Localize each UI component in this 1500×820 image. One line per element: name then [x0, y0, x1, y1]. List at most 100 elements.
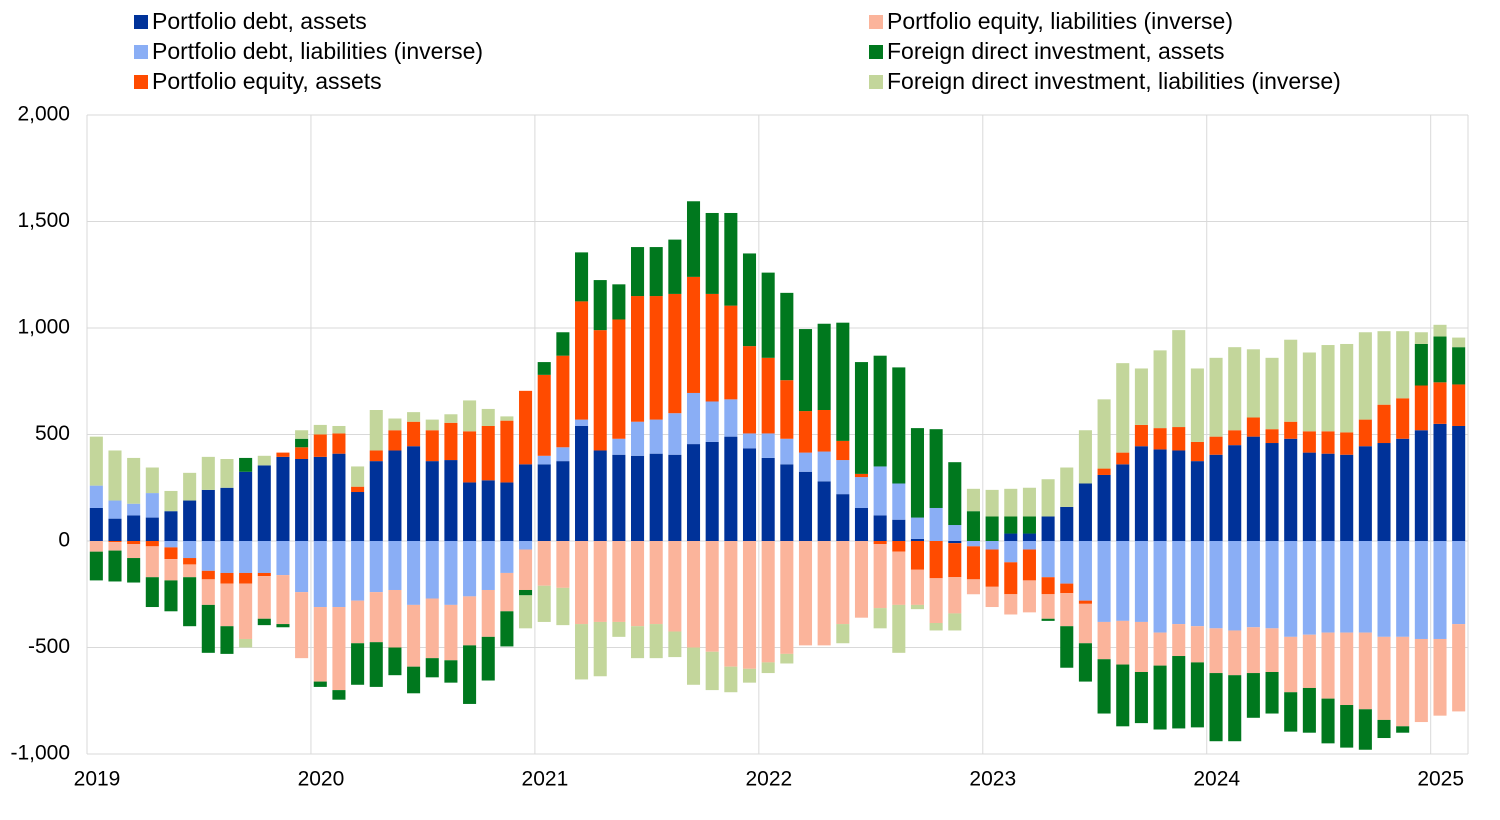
bar-segment [1377, 443, 1391, 541]
bar-segment [1302, 352, 1316, 432]
bar-segment [313, 456, 327, 541]
bar-segment [929, 429, 943, 508]
bar-segment [742, 346, 757, 434]
bar-segment [1004, 562, 1018, 595]
bar-segment [575, 419, 589, 426]
bar-segment [910, 604, 924, 610]
bar-segment [612, 284, 626, 320]
bar-segment [817, 541, 831, 646]
y-tick-label: 2,000 [17, 103, 70, 126]
bar-segment [836, 624, 850, 644]
bar-segment [817, 323, 831, 411]
bar-segment [742, 541, 757, 669]
bar-segment [1396, 726, 1410, 733]
bar-segment [1433, 541, 1447, 639]
bar-segment [164, 511, 178, 541]
bar-segment [1041, 577, 1055, 595]
bar-segment [1246, 541, 1260, 628]
bar-segment [780, 653, 794, 664]
bar-segment [1004, 594, 1018, 615]
bar-segment [1228, 445, 1242, 541]
bar-segment [276, 541, 290, 576]
bar-segment [1340, 454, 1354, 541]
bar-segment [201, 570, 215, 580]
bar-segment [201, 456, 215, 490]
bar-segment [631, 541, 645, 627]
bar-segment [1452, 337, 1466, 348]
bar-segment [313, 434, 327, 457]
bar-segment [313, 541, 327, 608]
bar-segment [1022, 533, 1036, 541]
bar-segment [1078, 600, 1092, 604]
bar-segment [742, 448, 757, 541]
bar-segment [1414, 332, 1428, 344]
bar-segment [1190, 441, 1204, 462]
bar-segment [239, 541, 253, 573]
bar-segment [1209, 436, 1223, 455]
bar-segment [1022, 549, 1036, 581]
bar-segment [1153, 428, 1167, 450]
bar-segment [295, 447, 309, 459]
bar-segment [388, 418, 402, 431]
bar-segment [873, 541, 887, 545]
bar-segment [201, 579, 215, 605]
bar-segment [220, 583, 234, 627]
bar-segment [966, 541, 980, 547]
bar-segment [500, 482, 514, 541]
bar-segment [276, 456, 290, 541]
bar-segment [668, 454, 682, 541]
bar-segment [892, 604, 906, 653]
bar-segment [127, 544, 141, 559]
bar-segment [1134, 621, 1148, 672]
bar-segment [985, 549, 999, 587]
bar-segment [724, 212, 738, 306]
legend-swatch [134, 45, 148, 59]
bar-segment [854, 541, 869, 618]
bar-segment [89, 541, 103, 552]
bar-segment [836, 460, 850, 495]
bar-segment [1452, 541, 1466, 625]
bar-segment [1321, 541, 1335, 633]
bar-segment [1022, 516, 1036, 534]
bar-segment [910, 428, 924, 518]
bar-segment [948, 613, 962, 631]
y-tick-label: 1,500 [17, 209, 70, 232]
bar-segment [575, 425, 589, 541]
bar-segment [1190, 368, 1204, 442]
bar-segment [481, 408, 495, 426]
bar-segment [686, 201, 701, 277]
bar-segment [239, 457, 253, 472]
bar-segment [1060, 541, 1074, 584]
bar-segment [1172, 624, 1186, 657]
bar-segment [1116, 452, 1130, 465]
x-tick-label: 2023 [969, 768, 1016, 791]
bar-segment [1060, 506, 1074, 541]
bar-segment [276, 575, 290, 625]
bar-segment [817, 410, 831, 452]
bar-segment [892, 367, 906, 484]
bar-segment [1022, 541, 1036, 550]
bar-segment [519, 549, 533, 590]
bar-segment [1209, 454, 1223, 541]
bar-segment [556, 587, 570, 626]
bar-segment [1265, 541, 1279, 629]
bar-segment [593, 541, 607, 622]
bar-segment [705, 212, 719, 294]
bar-segment [1377, 404, 1391, 444]
bar-segment [631, 421, 645, 456]
bar-segment [836, 541, 850, 625]
bar-segment [369, 461, 383, 541]
legend-swatch [869, 75, 883, 89]
bar-segment [1321, 698, 1335, 744]
x-tick-label: 2020 [298, 768, 345, 791]
bar-segment [575, 252, 589, 302]
bar-segment [239, 572, 253, 584]
bar-segment [686, 276, 701, 393]
bar-segment [873, 515, 887, 541]
legend-label: Portfolio debt, assets [152, 8, 367, 34]
bar-segment [425, 598, 439, 659]
x-tick-label: 2021 [522, 768, 569, 791]
bar-segment [89, 485, 103, 508]
bar-segment [1153, 632, 1167, 666]
bar-segment [910, 541, 924, 570]
